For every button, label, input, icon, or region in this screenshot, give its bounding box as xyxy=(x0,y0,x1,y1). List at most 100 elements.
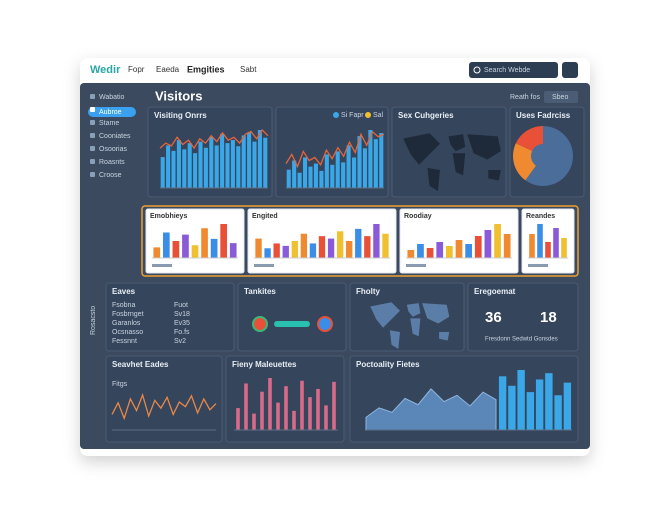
sidebar-item[interactable]: Stame xyxy=(99,120,119,127)
gauge xyxy=(252,316,268,332)
sidebar-item[interactable]: Croose xyxy=(99,172,122,179)
bar xyxy=(346,145,351,188)
continent xyxy=(488,170,501,181)
legend-swatch xyxy=(406,264,426,267)
continent xyxy=(389,330,400,349)
continent xyxy=(439,332,450,341)
table-cell: Fessnnt xyxy=(112,338,137,345)
header-action[interactable]: Reath fos xyxy=(510,94,540,101)
continent xyxy=(422,303,450,324)
bar xyxy=(172,241,180,258)
bar xyxy=(176,140,181,188)
bar xyxy=(308,397,312,430)
table-cell: Garanlos xyxy=(112,320,141,327)
header-button[interactable] xyxy=(544,91,578,103)
table-cell: Sv2 xyxy=(174,338,186,345)
bar xyxy=(187,143,192,188)
card-title: Reandes xyxy=(526,213,555,220)
bar xyxy=(455,240,463,258)
continent xyxy=(370,302,400,328)
continent xyxy=(427,167,440,191)
bar xyxy=(327,238,335,258)
bar xyxy=(503,234,511,258)
legend-label: Si Fapr xyxy=(341,112,364,119)
legend-dot xyxy=(333,112,339,118)
legend-swatch xyxy=(254,264,274,267)
bar xyxy=(318,236,326,258)
search-text: Search Webde xyxy=(484,67,530,74)
bar xyxy=(220,133,225,188)
bar xyxy=(362,148,367,188)
card-title: Emobhieys xyxy=(150,213,187,220)
bar xyxy=(255,238,262,258)
bar xyxy=(561,238,567,258)
bar xyxy=(260,391,264,430)
bar xyxy=(364,236,371,258)
search-icon xyxy=(473,66,481,74)
bar xyxy=(341,162,346,188)
panel xyxy=(467,282,579,352)
card xyxy=(145,208,245,274)
nav-item[interactable]: Emgities xyxy=(187,64,225,74)
bar xyxy=(352,157,357,188)
bar xyxy=(171,150,176,188)
bar xyxy=(273,243,280,258)
bar xyxy=(291,241,298,258)
bar xyxy=(357,136,362,188)
bar xyxy=(545,242,551,258)
nav-item[interactable]: Fopr xyxy=(128,65,145,74)
sidebar-item[interactable]: Osoorias xyxy=(99,146,128,153)
panel-title: Fieny Maleuettes xyxy=(232,360,297,369)
bar xyxy=(309,243,317,258)
sidebar-item[interactable]: Roasnts xyxy=(99,159,125,166)
trend-line xyxy=(285,130,385,169)
line xyxy=(111,392,217,421)
bar xyxy=(335,151,340,188)
highlight xyxy=(141,205,579,277)
panel-title: Fholty xyxy=(356,287,381,296)
bar xyxy=(284,386,288,430)
bar xyxy=(292,160,297,188)
legend-dot xyxy=(365,112,371,118)
continent xyxy=(410,318,421,337)
search-box[interactable] xyxy=(469,62,558,78)
panel xyxy=(391,106,507,198)
sidebar-icon xyxy=(90,94,95,99)
panel xyxy=(105,282,235,352)
bar xyxy=(210,238,218,258)
bar xyxy=(214,145,219,188)
bar xyxy=(494,224,501,258)
bar xyxy=(407,250,415,258)
progress xyxy=(274,321,310,327)
bar xyxy=(268,378,272,430)
bar xyxy=(330,164,335,188)
legend-swatch xyxy=(152,264,172,267)
menu-button[interactable] xyxy=(562,62,578,78)
bar xyxy=(247,132,252,188)
logo[interactable]: Wedir xyxy=(90,64,121,76)
continent xyxy=(467,134,501,160)
nav-item[interactable]: Sabt xyxy=(240,65,257,74)
sidebar-item[interactable]: Cooniates xyxy=(99,133,131,140)
continent xyxy=(448,134,466,152)
bar xyxy=(484,230,492,258)
bar xyxy=(554,395,562,430)
bar xyxy=(308,166,313,188)
active-pill xyxy=(88,107,136,117)
bar xyxy=(563,382,572,430)
bar xyxy=(263,137,268,188)
bar xyxy=(332,381,336,430)
sidebar-item[interactable]: Aubroe xyxy=(99,109,122,116)
sidebar-footer: Rosacsto xyxy=(90,306,97,335)
bar xyxy=(508,385,516,430)
continent xyxy=(406,303,421,317)
header-button-text: Sbeo xyxy=(552,94,568,101)
nav-item[interactable]: Eaeda xyxy=(156,65,180,74)
sidebar-item[interactable]: Wabatio xyxy=(99,94,125,101)
panel-title: Poctoality Fietes xyxy=(356,360,420,369)
bar xyxy=(355,228,362,258)
bar xyxy=(368,130,373,188)
continent xyxy=(452,153,466,176)
bar xyxy=(225,143,230,188)
